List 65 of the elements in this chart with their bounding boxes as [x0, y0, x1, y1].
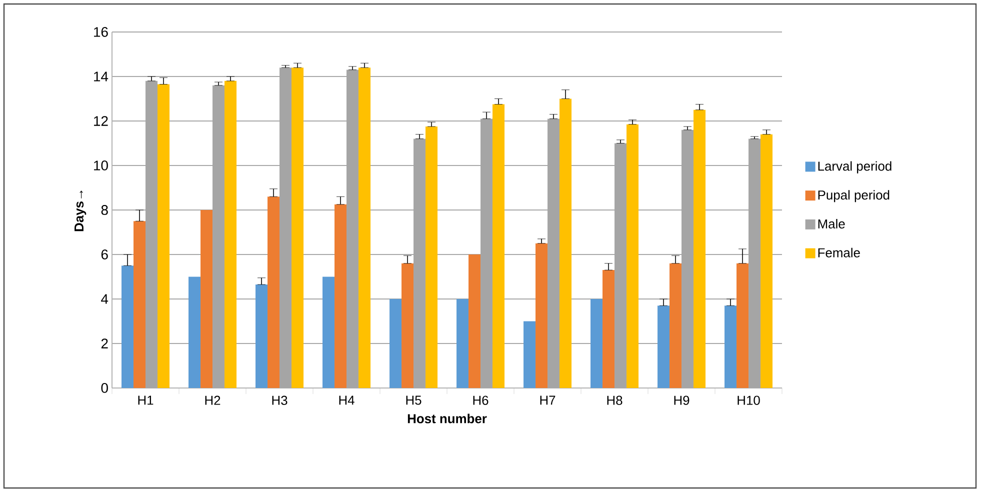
- y-tick-label: 8: [101, 205, 108, 215]
- bar: [626, 124, 639, 388]
- bar: [402, 263, 414, 388]
- x-tick-label: H4: [339, 396, 354, 405]
- bar: [456, 298, 469, 388]
- legend-label: Female: [818, 248, 860, 258]
- legend-label: Male: [818, 218, 845, 228]
- bar: [480, 118, 493, 388]
- legend-label: Larval period: [818, 161, 892, 174]
- bar: [468, 254, 481, 388]
- legend-label: Pupal period: [818, 190, 890, 202]
- bar: [256, 284, 268, 388]
- x-tick-label: H9: [674, 396, 690, 405]
- y-tick-label: 4: [101, 294, 108, 304]
- bar: [590, 298, 603, 388]
- bar: [736, 263, 749, 388]
- y-tick-label: 14: [94, 72, 108, 82]
- x-tick-label: H10: [738, 396, 760, 405]
- bar: [670, 263, 682, 388]
- bar: [390, 298, 402, 388]
- bar: [426, 126, 438, 388]
- x-tick-label: H7: [540, 396, 556, 405]
- bar: [492, 104, 505, 388]
- bar: [346, 70, 359, 388]
- bar: [682, 130, 694, 388]
- bar: [748, 138, 761, 388]
- bar: [548, 118, 560, 388]
- y-tick-label: 6: [101, 250, 108, 260]
- bar: [358, 68, 371, 388]
- x-tick-label: H2: [205, 396, 220, 405]
- bar: [524, 321, 536, 388]
- bar: [602, 270, 615, 388]
- y-tick-label: 10: [94, 160, 108, 170]
- bar: [268, 196, 280, 388]
- x-tick-label: H6: [473, 396, 488, 405]
- x-tick-label: H1: [138, 396, 154, 405]
- bar: [224, 80, 237, 388]
- bar: [322, 276, 335, 388]
- bar: [280, 68, 292, 388]
- bar: [658, 306, 670, 388]
- bar: [200, 210, 213, 388]
- y-tick-label: 12: [94, 116, 108, 126]
- bar: [292, 68, 304, 388]
- bar: [614, 143, 627, 388]
- bar: [212, 85, 225, 388]
- bar: [122, 266, 134, 388]
- bar: [334, 204, 347, 388]
- y-tick-label: 16: [94, 27, 108, 37]
- bar: [536, 243, 548, 388]
- bar: [694, 110, 706, 388]
- bar: [188, 276, 201, 388]
- bar: [724, 306, 737, 388]
- bar: [158, 84, 170, 388]
- y-tick-label: 2: [101, 338, 108, 348]
- y-tick-label: 0: [101, 383, 108, 393]
- bar: [134, 221, 146, 388]
- x-axis-title: Host number: [408, 414, 487, 424]
- bar: [414, 138, 426, 388]
- bar: [560, 98, 572, 388]
- x-tick-label: H3: [272, 396, 288, 405]
- bar: [146, 80, 158, 388]
- bar: [760, 134, 773, 388]
- y-axis-title: Days→: [74, 190, 86, 232]
- x-tick-label: H5: [406, 396, 422, 405]
- x-tick-label: H8: [607, 396, 622, 405]
